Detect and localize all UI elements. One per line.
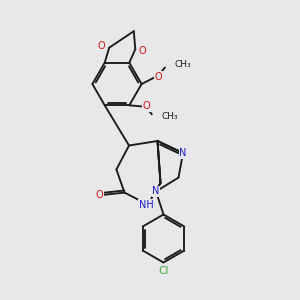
- Text: N: N: [152, 186, 160, 197]
- Text: O: O: [98, 41, 106, 51]
- Text: O: O: [138, 46, 146, 56]
- Text: N: N: [152, 186, 160, 197]
- Text: O: O: [142, 101, 150, 111]
- Text: Cl: Cl: [158, 266, 169, 276]
- Text: O: O: [138, 46, 146, 56]
- Text: CH₃: CH₃: [161, 112, 178, 121]
- Text: NH: NH: [139, 200, 154, 210]
- Text: O: O: [142, 101, 150, 111]
- Text: O: O: [98, 41, 106, 51]
- Text: Cl: Cl: [158, 266, 169, 276]
- Text: O: O: [155, 71, 163, 82]
- Text: O: O: [96, 190, 104, 200]
- Text: N: N: [179, 148, 187, 158]
- Text: O: O: [96, 190, 104, 200]
- Text: NH: NH: [139, 200, 154, 210]
- Text: N: N: [179, 148, 187, 158]
- Text: O: O: [155, 71, 163, 82]
- Text: CH₃: CH₃: [175, 60, 191, 69]
